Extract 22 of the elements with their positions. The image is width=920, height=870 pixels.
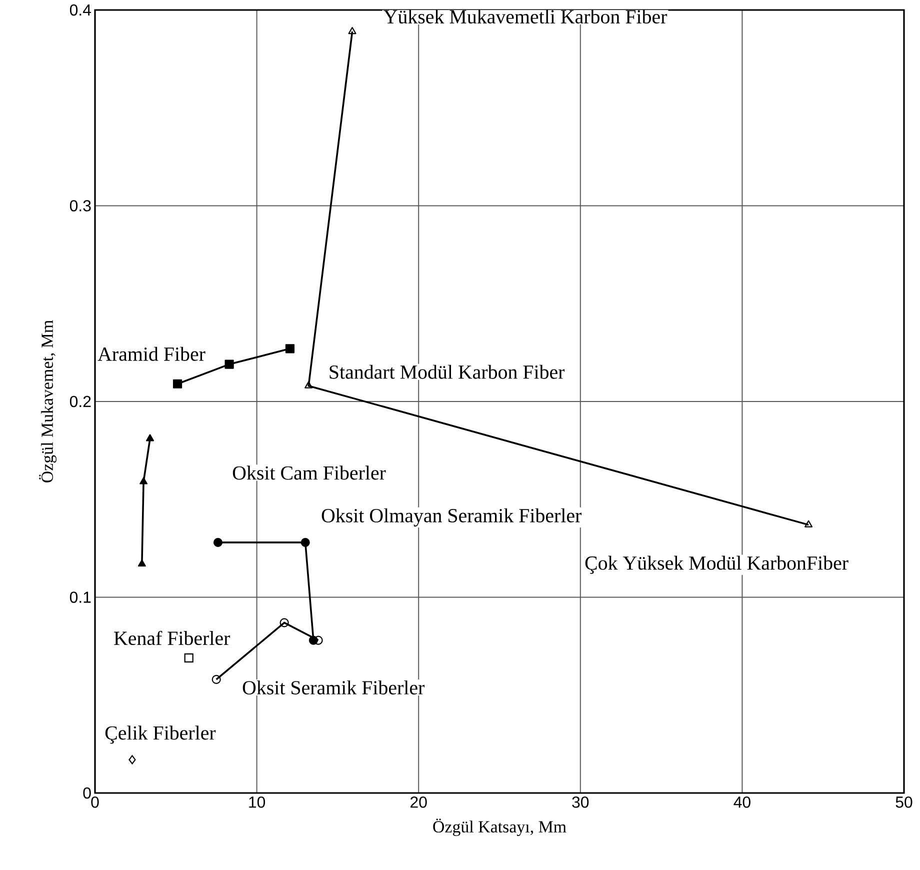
y-tick-label: 0.2 <box>70 396 91 408</box>
y-axis-title: Özgül Mukavemet, Mm <box>39 320 56 482</box>
annotation: Oksit Seramik Fiberler <box>242 680 424 694</box>
y-tick-label: 0.1 <box>70 592 91 603</box>
x-axis-title: Özgül Katsayı, Mm <box>433 818 566 836</box>
y-tick-label: 0.3 <box>70 200 91 212</box>
annotation: Oksit Cam Fiberler <box>232 466 386 480</box>
annotation: Çelik Fiberler <box>105 726 216 744</box>
x-tick-label: 10 <box>249 796 266 808</box>
x-tick-label: 50 <box>896 796 912 808</box>
annotation: Standart Modül Karbon Fiber <box>330 364 565 379</box>
x-tick-label: 0 <box>91 796 99 808</box>
annotation: Aramid Fiber <box>98 346 206 361</box>
annotation: Kenaf Fiberler <box>114 630 230 646</box>
x-tick-label: 30 <box>572 796 589 808</box>
x-tick-label: 40 <box>734 796 750 808</box>
y-tick-label: 0.4 <box>70 4 92 16</box>
annotation: Oksit Olmayan Seramik Fiberler <box>322 508 582 526</box>
x-tick-label: 20 <box>410 796 427 808</box>
y-tick-label: 0 <box>83 787 91 799</box>
annotation: Yüksek Mukavemetli Karbon Fiber <box>384 10 668 24</box>
annotation: Çok Yüksek Modül KarbonFiber <box>585 556 848 574</box>
